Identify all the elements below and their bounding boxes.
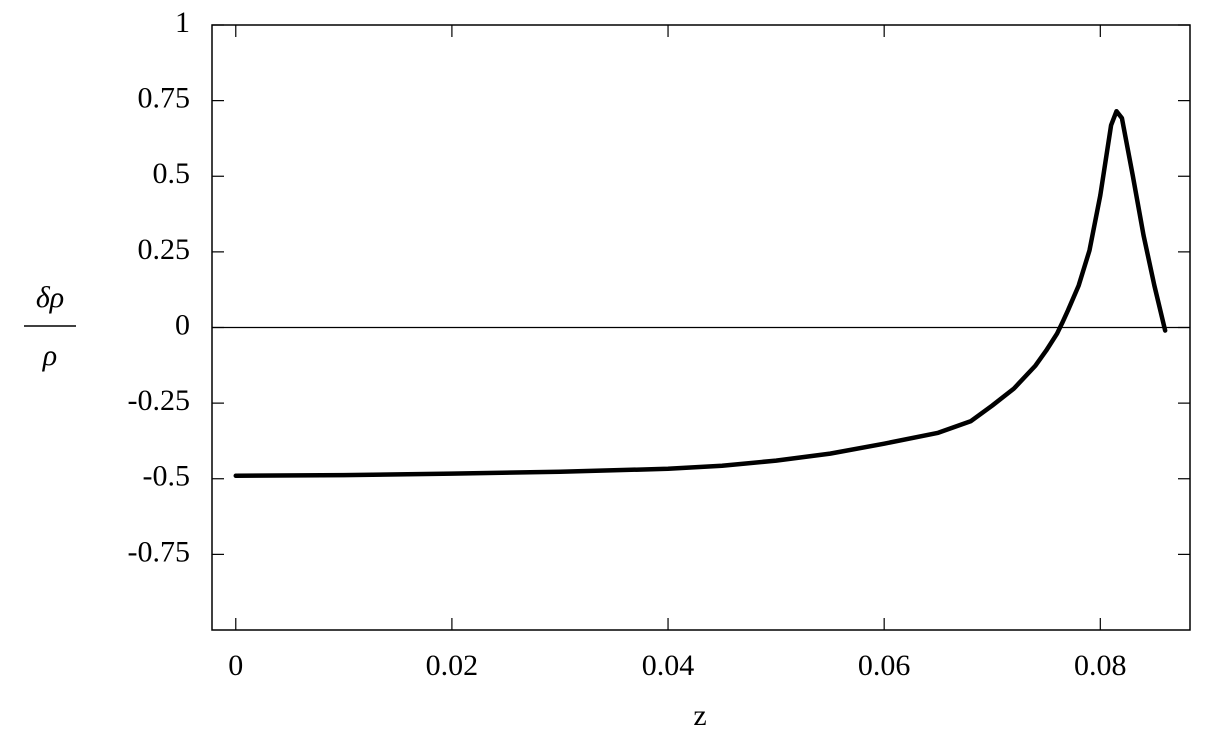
y-tick-label: -0.5 <box>143 460 191 493</box>
x-tick-label: 0 <box>228 649 243 682</box>
x-tick-label: 0.04 <box>642 649 695 682</box>
x-tick-label: 0.08 <box>1074 649 1127 682</box>
y-axis-label-denominator: ρ <box>42 339 57 372</box>
y-tick-label: 0.25 <box>138 233 191 266</box>
y-tick-label: 0 <box>175 308 190 341</box>
y-tick-label: -0.75 <box>128 535 191 568</box>
y-tick-label: -0.25 <box>128 384 191 417</box>
x-axis-label: z <box>693 699 706 732</box>
y-tick-label: 0.75 <box>138 82 191 115</box>
x-tick-label: 0.02 <box>426 649 479 682</box>
y-tick-label: 1 <box>175 6 190 39</box>
y-axis-label-numerator: δρ <box>36 281 64 314</box>
data-line <box>233 108 1168 478</box>
x-tick-label: 0.06 <box>858 649 911 682</box>
y-tick-label: 0.5 <box>153 157 191 190</box>
